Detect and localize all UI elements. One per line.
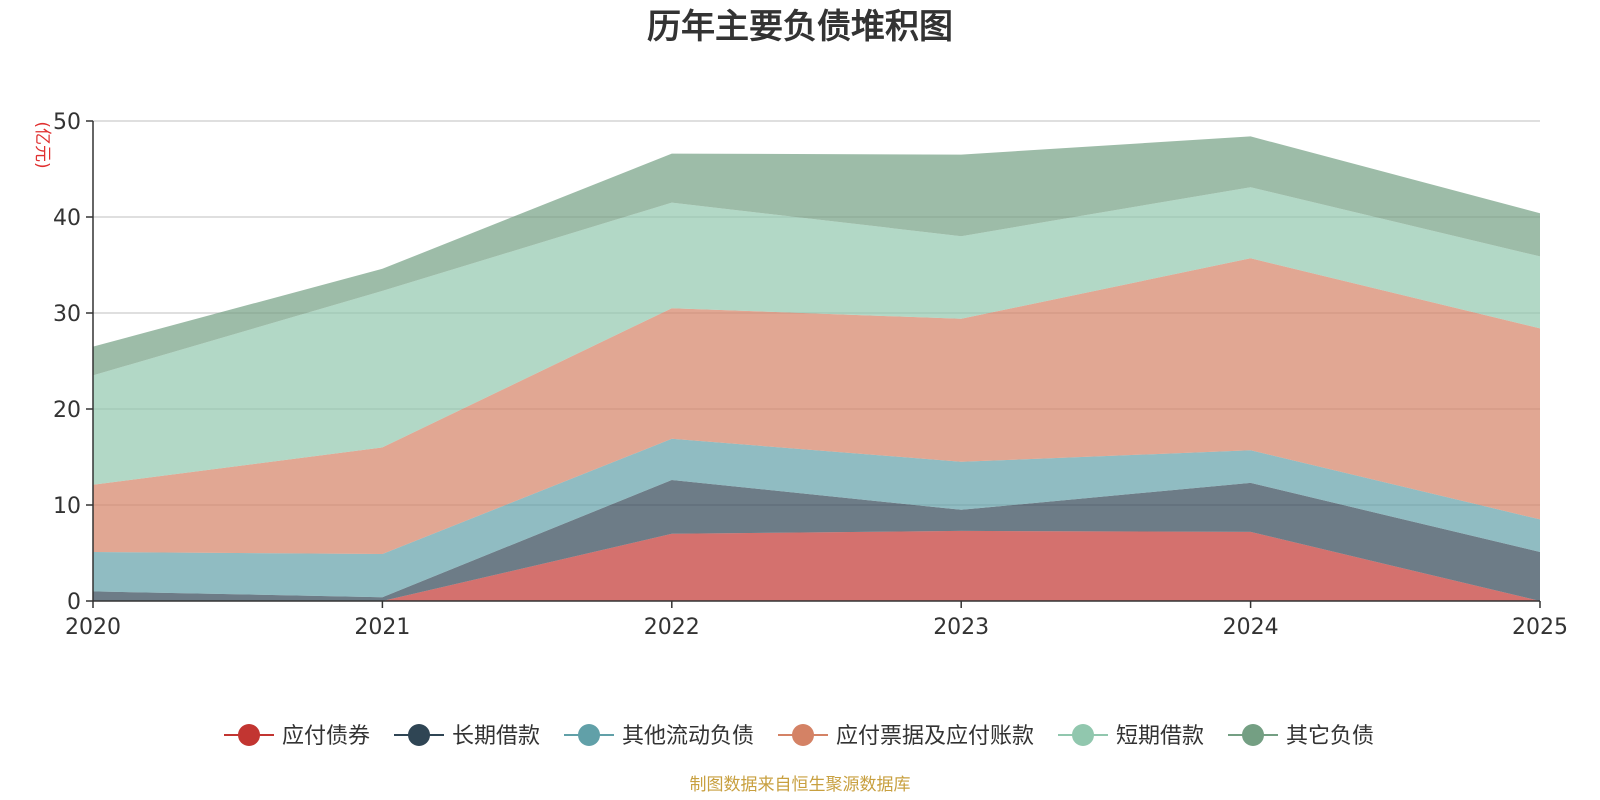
legend-item-5[interactable]: 其它负债 (1228, 724, 1374, 749)
legend-marker (238, 724, 260, 746)
area-series-3 (93, 258, 1540, 554)
legend-marker (1072, 724, 1094, 746)
y-tick-label: 10 (53, 494, 81, 519)
legend-item-2[interactable]: 其他流动负债 (564, 724, 754, 749)
chart-title: 历年主要负债堆积图 (647, 7, 953, 47)
legend-item-1[interactable]: 长期借款 (394, 724, 540, 749)
legend-item-4[interactable]: 短期借款 (1058, 724, 1204, 749)
legend-label: 短期借款 (1116, 724, 1204, 749)
x-tick-label: 2024 (1223, 615, 1279, 640)
legend-marker (408, 724, 430, 746)
legend: 应付债券 长期借款 其他流动负债 应付票据及应付账款 短期借款 其它负债 (224, 724, 1374, 749)
area-series-5 (93, 136, 1540, 376)
legend-label: 其他流动负债 (622, 724, 754, 749)
x-tick-label: 2022 (644, 615, 700, 640)
area-series-2 (93, 438, 1540, 598)
legend-label: 其它负债 (1286, 724, 1374, 749)
y-tick-label: 50 (53, 110, 81, 135)
y-tick-label: 30 (53, 302, 81, 327)
x-tick-label: 2020 (65, 615, 121, 640)
legend-label: 应付债券 (282, 724, 370, 749)
x-tick-label: 2023 (933, 615, 989, 640)
axes: 0 10 20 30 40 50 2020 2021 2022 2023 2024 2025 (53, 110, 1568, 640)
legend-marker (578, 724, 600, 746)
legend-item-0[interactable]: 应付债券 (224, 724, 370, 749)
y-axis-unit-label: (亿元) (32, 121, 52, 168)
area-series (93, 136, 1540, 601)
y-tick-label: 0 (67, 590, 81, 615)
legend-label: 应付票据及应付账款 (836, 724, 1034, 749)
area-series-4 (93, 187, 1540, 485)
area-series-1 (93, 480, 1540, 601)
legend-marker (792, 724, 814, 746)
y-tick-label: 40 (53, 206, 81, 231)
x-tick-label: 2021 (354, 615, 410, 640)
data-source-note: 制图数据来自恒生聚源数据库 (690, 775, 911, 795)
x-tick-label: 2025 (1512, 615, 1568, 640)
legend-item-3[interactable]: 应付票据及应付账款 (778, 724, 1034, 749)
legend-marker (1242, 724, 1264, 746)
area-series-0 (93, 530, 1540, 601)
legend-label: 长期借款 (452, 724, 540, 749)
y-tick-label: 20 (53, 398, 81, 423)
